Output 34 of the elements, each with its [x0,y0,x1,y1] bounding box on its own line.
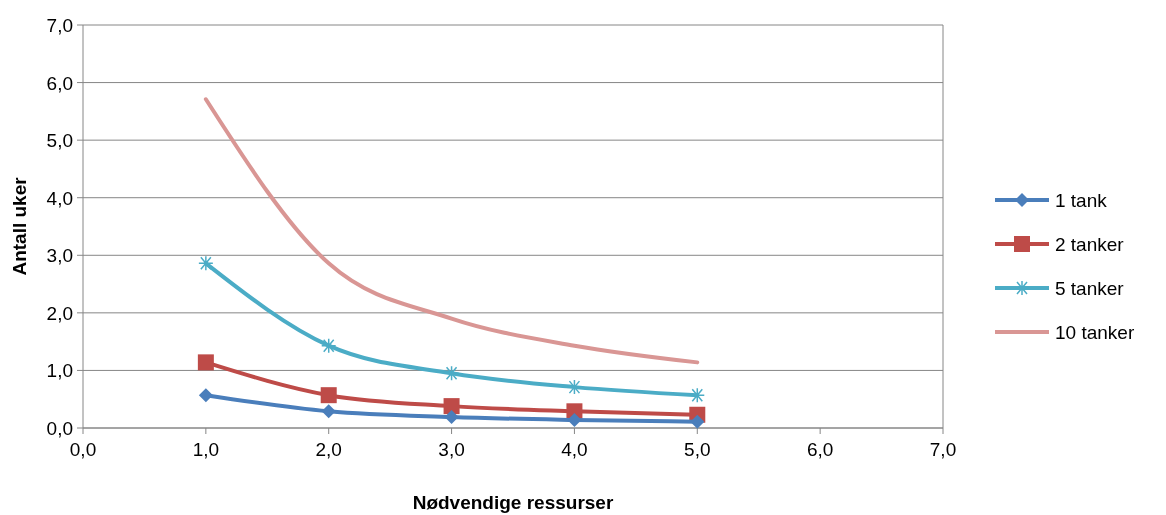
y-tick-label: 7,0 [46,15,73,36]
point [321,404,336,419]
y-tick-label: 2,0 [46,302,73,324]
x-axis-title: Nødvendige ressurser [412,492,614,513]
point [320,337,337,354]
point [444,410,459,425]
point [689,387,706,403]
legend-label: 10 tanker [1055,322,1135,343]
x-tick-label: 1,0 [192,439,220,460]
point [198,255,214,272]
y-tick-label: 4,0 [46,187,73,209]
point [443,398,460,415]
point [197,354,214,371]
point [320,387,337,404]
legend-label: 5 tanker [1055,278,1125,299]
x-tick-label: 3,0 [438,439,465,460]
x-tick-label: 6,0 [806,439,834,460]
x-tick-label: 0,0 [69,439,97,460]
x-tick-label: 4,0 [561,439,588,460]
y-tick-label: 1,0 [46,360,73,382]
legend-label: 2 tanker [1055,234,1125,255]
x-tick-label: 7,0 [929,439,957,460]
y-tick-label: 3,0 [46,245,73,267]
y-tick-label: 0,0 [46,418,73,439]
x-tick-label: 2,0 [315,439,342,460]
legend-label: 1 tank [1055,190,1108,211]
line-series [203,97,700,365]
point [690,414,705,429]
y-tick-label: 5,0 [46,130,73,152]
x-tick-label: 5,0 [684,439,711,460]
y-axis-title: Antall uker [9,176,30,276]
point [198,388,213,403]
y-tick-label: 6,0 [46,72,73,94]
point [567,412,582,427]
